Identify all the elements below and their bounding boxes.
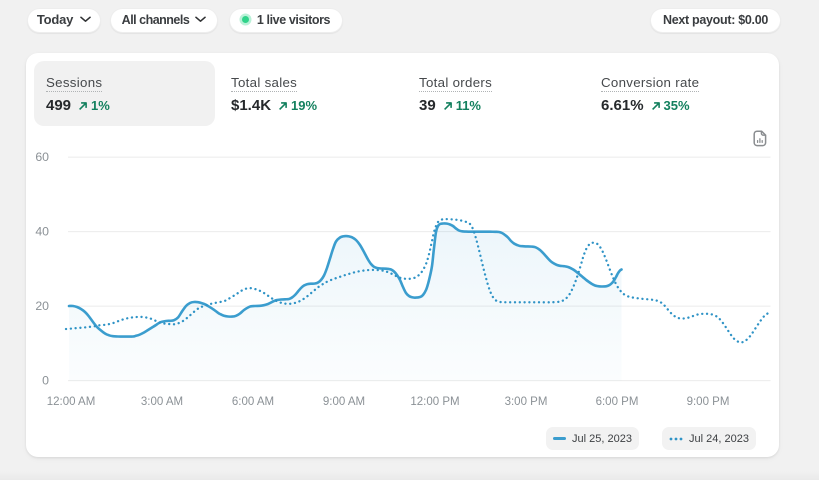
svg-text:6:00 PM: 6:00 PM: [596, 396, 639, 408]
svg-text:12:00 AM: 12:00 AM: [47, 396, 96, 408]
svg-text:12:00 PM: 12:00 PM: [410, 396, 459, 408]
svg-text:9:00 AM: 9:00 AM: [323, 396, 365, 408]
svg-text:0: 0: [42, 374, 49, 388]
svg-text:40: 40: [35, 225, 49, 239]
svg-text:60: 60: [35, 150, 49, 164]
svg-text:20: 20: [35, 299, 49, 313]
svg-text:3:00 AM: 3:00 AM: [141, 396, 183, 408]
svg-text:6:00 AM: 6:00 AM: [232, 396, 274, 408]
svg-text:9:00 PM: 9:00 PM: [687, 396, 730, 408]
svg-text:3:00 PM: 3:00 PM: [505, 396, 548, 408]
